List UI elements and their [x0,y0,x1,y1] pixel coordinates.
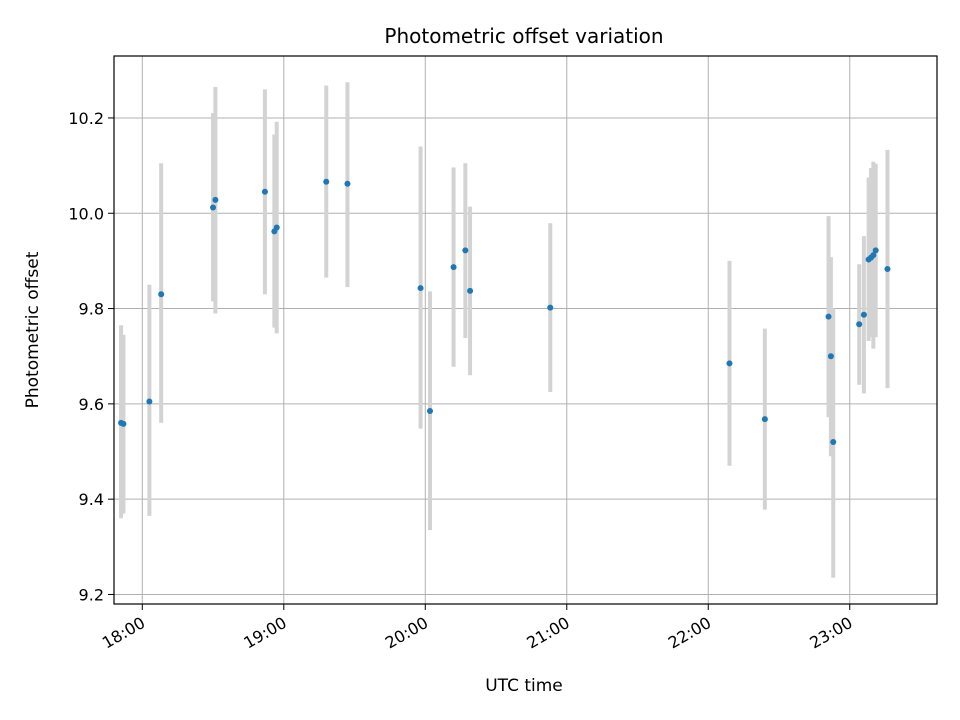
data-point [450,264,457,271]
y-tick-label: 10.2 [68,109,104,128]
data-point [872,247,879,254]
y-tick-label: 10.0 [68,204,104,223]
x-axis-label: UTC time [485,676,563,696]
y-axis-label: Photometric offset [23,251,43,408]
data-point [323,178,330,185]
data-point [827,353,834,360]
data-point [210,204,217,211]
data-point [120,420,127,427]
data-point [344,180,351,187]
data-point [547,304,554,311]
data-point [825,313,832,320]
grid [114,56,937,604]
chart-title: Photometric offset variation [384,24,663,48]
y-tick-label: 9.8 [79,300,104,319]
data-point [860,311,867,318]
y-tick-label: 9.4 [79,490,104,509]
data-point [146,398,153,405]
data-point [884,266,891,273]
data-point [462,247,469,254]
data-point [426,408,433,415]
y-tick-label: 9.2 [79,585,104,604]
data-point [856,321,863,328]
data-point [273,224,280,231]
data-point [417,285,424,292]
y-tick-label: 9.6 [79,395,104,414]
data-point [467,287,474,294]
data-point [212,196,219,203]
plot-frame [113,55,938,605]
data-point [761,416,768,423]
data-point [830,438,837,445]
y-axis: 9.2 9.4 9.6 9.8 10.0 10.2 [68,109,114,604]
data-points [118,178,891,445]
data-point [726,360,733,367]
data-point [158,291,165,298]
data-point [870,252,877,259]
data-point [261,188,268,195]
